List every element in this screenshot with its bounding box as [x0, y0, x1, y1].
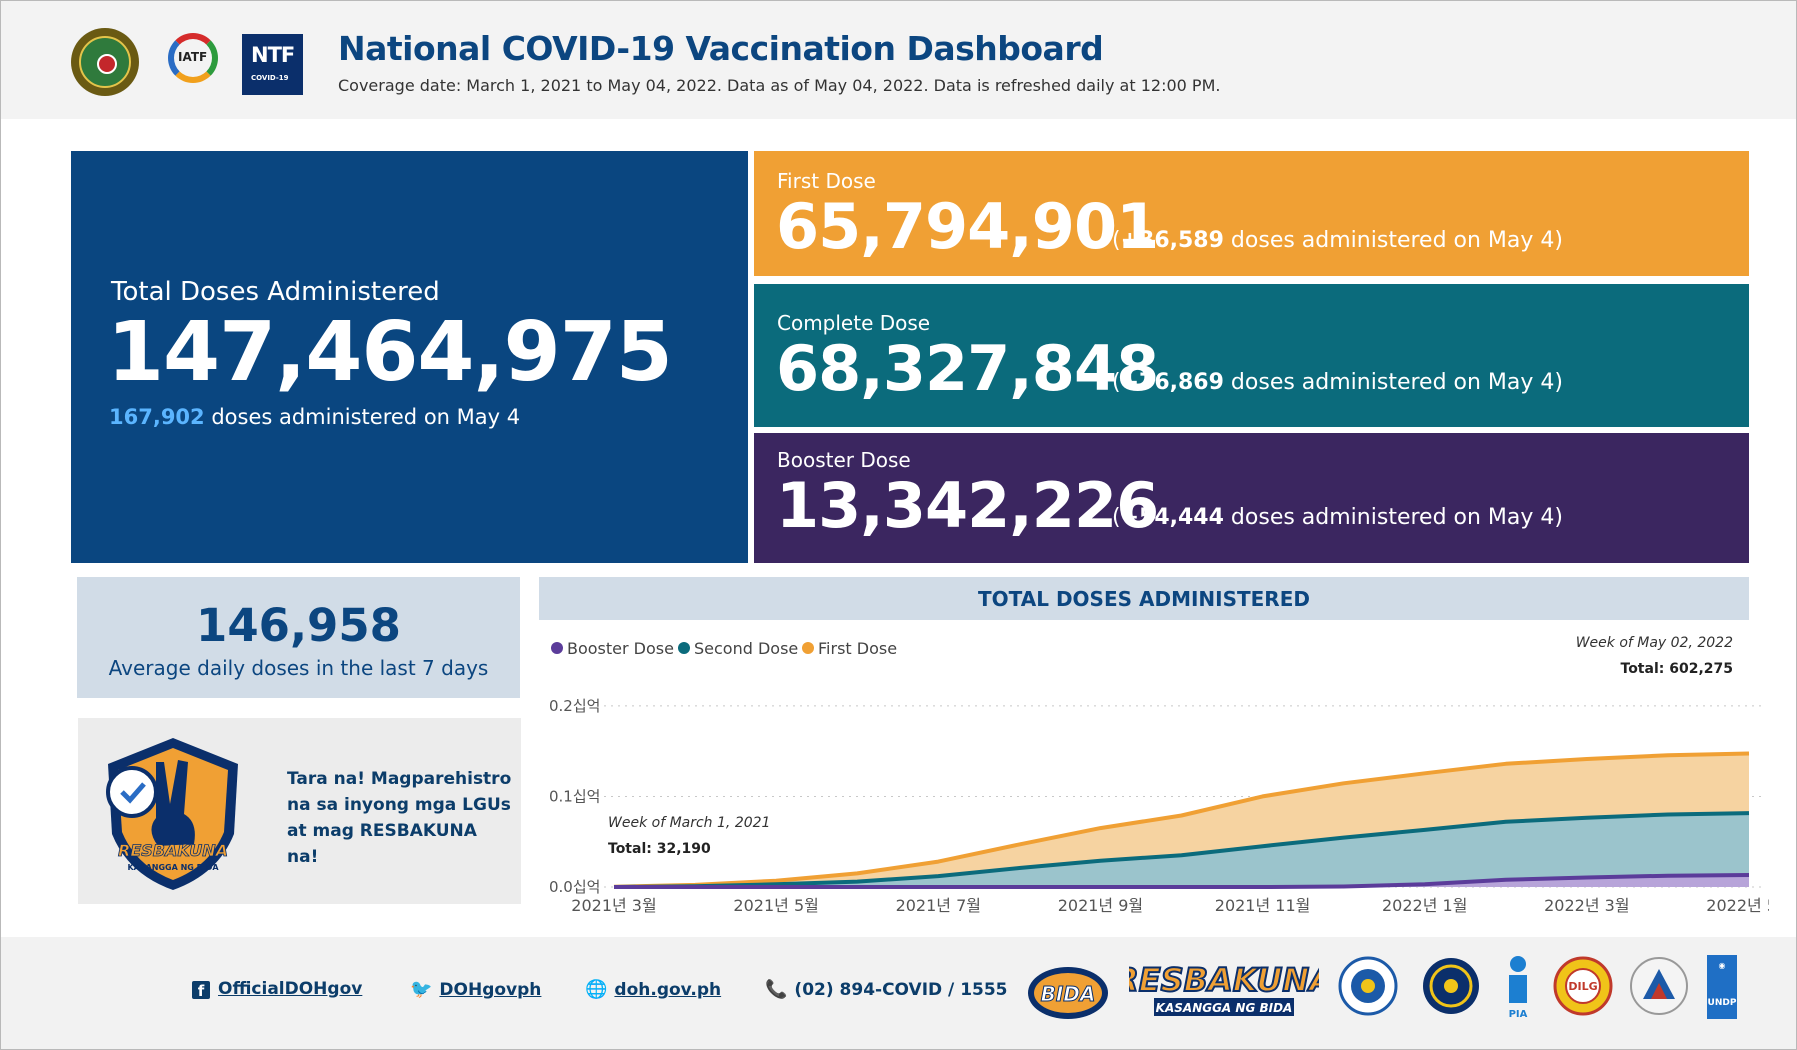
- svg-text:RESBAKUNA: RESBAKUNA: [1129, 961, 1319, 999]
- twitter-icon: 🐦: [410, 979, 433, 1000]
- total-doses-card: Total Doses Administered 147,464,975 167…: [71, 151, 748, 563]
- annotation-start-total: Total: 32,190: [608, 841, 711, 857]
- complete-dose-value: 68,327,848: [776, 332, 1159, 405]
- booster-dose-value: 13,342,226: [776, 469, 1159, 542]
- pia-logo: PIA: [1509, 956, 1528, 1020]
- total-doses-value: 147,464,975: [107, 305, 673, 400]
- doh-seal-logo: [71, 28, 139, 96]
- first-dose-today: (+36,589 doses administered on May 4): [1112, 228, 1563, 253]
- twitter-link[interactable]: 🐦 DOHgovph: [410, 979, 542, 1000]
- header: IATF NTF COVID-19 National COVID-19 Vacc…: [1, 1, 1796, 119]
- facebook-link[interactable]: f OfficialDOHgov: [192, 979, 362, 1000]
- complete-dose-today: (+76,869 doses administered on May 4): [1112, 370, 1563, 395]
- government-seal: [1423, 958, 1479, 1014]
- first-dose-area[interactable]: [614, 753, 1749, 888]
- coverage-date: Coverage date: March 1, 2021 to May 04, …: [338, 76, 1221, 95]
- bida-logo: BIDA: [1028, 967, 1108, 1019]
- page-title: National COVID-19 Vaccination Dashboard: [338, 29, 1104, 68]
- x-tick-label: 2022년 5월: [1706, 896, 1769, 915]
- svg-text:KASANGGA NG BIDA: KASANGGA NG BIDA: [1156, 1001, 1293, 1015]
- promo-message: Tara na! Magparehistro na sa inyong mga …: [287, 769, 512, 867]
- booster-dose-label: Booster Dose: [777, 448, 911, 472]
- x-tick-label: 2021년 5월: [733, 896, 818, 915]
- complete-dose-card: Complete Dose 68,327,848 (+76,869 doses …: [754, 284, 1749, 427]
- annotation-end: Week of May 02, 2022 Total: 602,275: [1576, 635, 1733, 677]
- annotation-start: Week of March 1, 2021 Total: 32,190: [608, 815, 770, 857]
- second-dose-area[interactable]: [614, 813, 1749, 887]
- undp-logo: ◉ UNDP: [1707, 955, 1737, 1019]
- booster-dose-card: Booster Dose 13,342,226 (+54,444 doses a…: [754, 433, 1749, 563]
- facebook-icon: f: [192, 981, 210, 1000]
- phone-icon: 📞: [765, 979, 788, 1000]
- first-dose-area-line: [613, 751, 1750, 889]
- legend-first-label: First Dose: [818, 639, 897, 658]
- annotation-end-total: Total: 602,275: [1621, 661, 1734, 677]
- average-daily-value: 146,958: [196, 599, 401, 652]
- y-tick-label: 0.1십억: [549, 787, 600, 805]
- annotation-start-label: Week of March 1, 2021: [608, 815, 770, 831]
- hotline: 📞 (02) 894-COVID / 1555: [765, 979, 1008, 1000]
- legend-second-marker: [678, 642, 690, 654]
- svg-text:UNDP: UNDP: [1708, 998, 1737, 1008]
- svg-text:DILG: DILG: [1568, 980, 1597, 993]
- svg-text:KASANGGA NG BIDA: KASANGGA NG BIDA: [127, 863, 219, 872]
- x-tick-label: 2021년 7월: [896, 896, 981, 915]
- presidential-communications-seal: [1338, 956, 1398, 1016]
- svg-text:BIDA: BIDA: [1041, 982, 1096, 1006]
- x-tick-label: 2021년 3월: [571, 896, 656, 915]
- x-tick-label: 2022년 3월: [1544, 896, 1629, 915]
- x-tick-label: 2022년 1월: [1382, 896, 1467, 915]
- x-tick-label: 2021년 11월: [1215, 896, 1311, 915]
- svg-text:PIA: PIA: [1509, 1009, 1528, 1020]
- y-tick-label: 0.0십억: [549, 878, 600, 896]
- total-doses-today: 167,902 doses administered on May 4: [109, 405, 521, 429]
- annotation-end-label: Week of May 02, 2022: [1576, 635, 1733, 651]
- complete-dose-label: Complete Dose: [777, 311, 931, 335]
- first-dose-label: First Dose: [777, 169, 876, 193]
- booster-area-line: [614, 873, 1750, 889]
- booster-dose-today: (+54,444 doses administered on May 4): [1112, 505, 1563, 530]
- website-link[interactable]: 🌐 doh.gov.ph: [585, 979, 722, 1000]
- resbakuna-logo: RESBAKUNA KASANGGA NG BIDA: [1129, 960, 1319, 1016]
- chart-legend: Booster Dose Second Dose First Dose: [551, 639, 897, 658]
- agency-seal: [1630, 957, 1688, 1015]
- legend-booster-marker: [551, 642, 563, 654]
- globe-icon: 🌐: [585, 979, 608, 1000]
- resbakuna-promo: RESBAKUNA KASANGGA NG BIDA Tara na! Magp…: [78, 718, 521, 904]
- total-doses-label: Total Doses Administered: [111, 277, 440, 307]
- average-daily-card: 146,958 Average daily doses in the last …: [77, 577, 520, 698]
- ntf-covid-logo: NTF COVID-19: [242, 34, 303, 95]
- total-doses-area-chart[interactable]: Booster Dose Second Dose First Dose 0.2십…: [539, 625, 1769, 925]
- resbakuna-badge-icon: RESBAKUNA KASANGGA NG BIDA: [106, 738, 238, 890]
- iatf-logo: IATF: [164, 29, 228, 93]
- second-dose-area-line: [613, 811, 1750, 889]
- legend-booster-label: Booster Dose: [567, 639, 674, 658]
- svg-text:RESBAKUNA: RESBAKUNA: [118, 841, 228, 860]
- first-dose-value: 65,794,901: [776, 190, 1159, 263]
- chart-title: TOTAL DOSES ADMINISTERED: [539, 577, 1749, 620]
- legend-first-marker: [802, 642, 814, 654]
- svg-text:◉: ◉: [1719, 961, 1726, 970]
- dilg-seal: DILG: [1553, 956, 1613, 1016]
- y-tick-label: 0.2십억: [549, 697, 600, 715]
- footer: f OfficialDOHgov 🐦 DOHgovph 🌐 doh.gov.ph 📞(…: [1, 937, 1796, 1049]
- average-daily-label: Average daily doses in the last 7 days: [108, 656, 489, 680]
- today-doses-value: 167,902: [109, 405, 205, 429]
- x-tick-label: 2021년 9월: [1058, 896, 1143, 915]
- legend-second-label: Second Dose: [694, 639, 798, 658]
- first-dose-card: First Dose 65,794,901 (+36,589 doses adm…: [754, 151, 1749, 276]
